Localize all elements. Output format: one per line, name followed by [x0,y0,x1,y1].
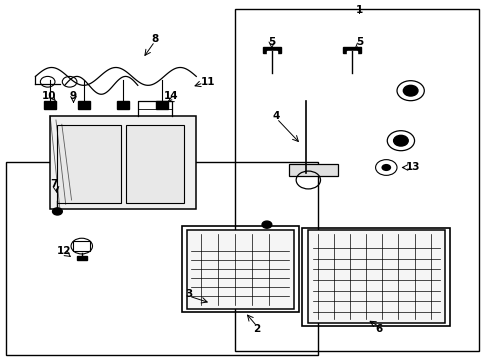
Bar [78,102,90,109]
Text: 6: 6 [375,324,383,334]
Bar [343,47,361,53]
Bar [117,102,129,109]
Text: 2: 2 [253,324,261,334]
Bar [187,230,294,309]
Bar [263,47,281,53]
Text: 10: 10 [42,91,56,101]
Circle shape [393,135,408,146]
Bar [289,164,338,176]
Bar [267,51,277,55]
Text: 11: 11 [201,77,216,87]
Bar [182,226,298,312]
Text: 12: 12 [56,247,71,256]
Circle shape [403,85,418,96]
Bar [125,125,184,203]
Bar [74,241,90,251]
Bar [308,230,445,323]
Bar [77,256,87,260]
Text: 5: 5 [356,37,363,48]
Bar [44,102,56,109]
Bar [347,51,357,55]
Text: 1: 1 [356,5,363,15]
Circle shape [52,208,62,215]
Bar [6,162,318,355]
Text: 3: 3 [185,289,193,298]
Text: 7: 7 [50,179,58,189]
Text: 9: 9 [70,91,77,101]
Circle shape [262,221,272,228]
Text: 4: 4 [273,111,280,121]
Text: 8: 8 [151,34,158,44]
Text: 13: 13 [406,162,420,172]
Bar [156,102,168,109]
Bar [57,125,121,203]
Text: 14: 14 [164,91,178,101]
Bar [302,228,450,327]
Bar [50,116,196,208]
Bar [235,9,479,351]
Circle shape [381,164,391,171]
Text: 5: 5 [268,37,275,48]
